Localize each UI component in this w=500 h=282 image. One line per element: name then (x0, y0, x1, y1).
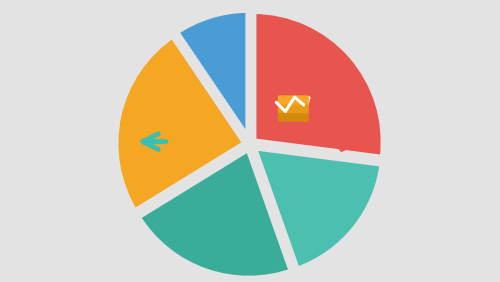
Wedge shape (115, 35, 246, 212)
Wedge shape (253, 10, 384, 158)
Wedge shape (176, 9, 249, 140)
FancyBboxPatch shape (278, 104, 309, 113)
FancyBboxPatch shape (278, 113, 309, 122)
Wedge shape (253, 147, 383, 270)
FancyBboxPatch shape (278, 95, 309, 105)
Wedge shape (137, 148, 292, 279)
